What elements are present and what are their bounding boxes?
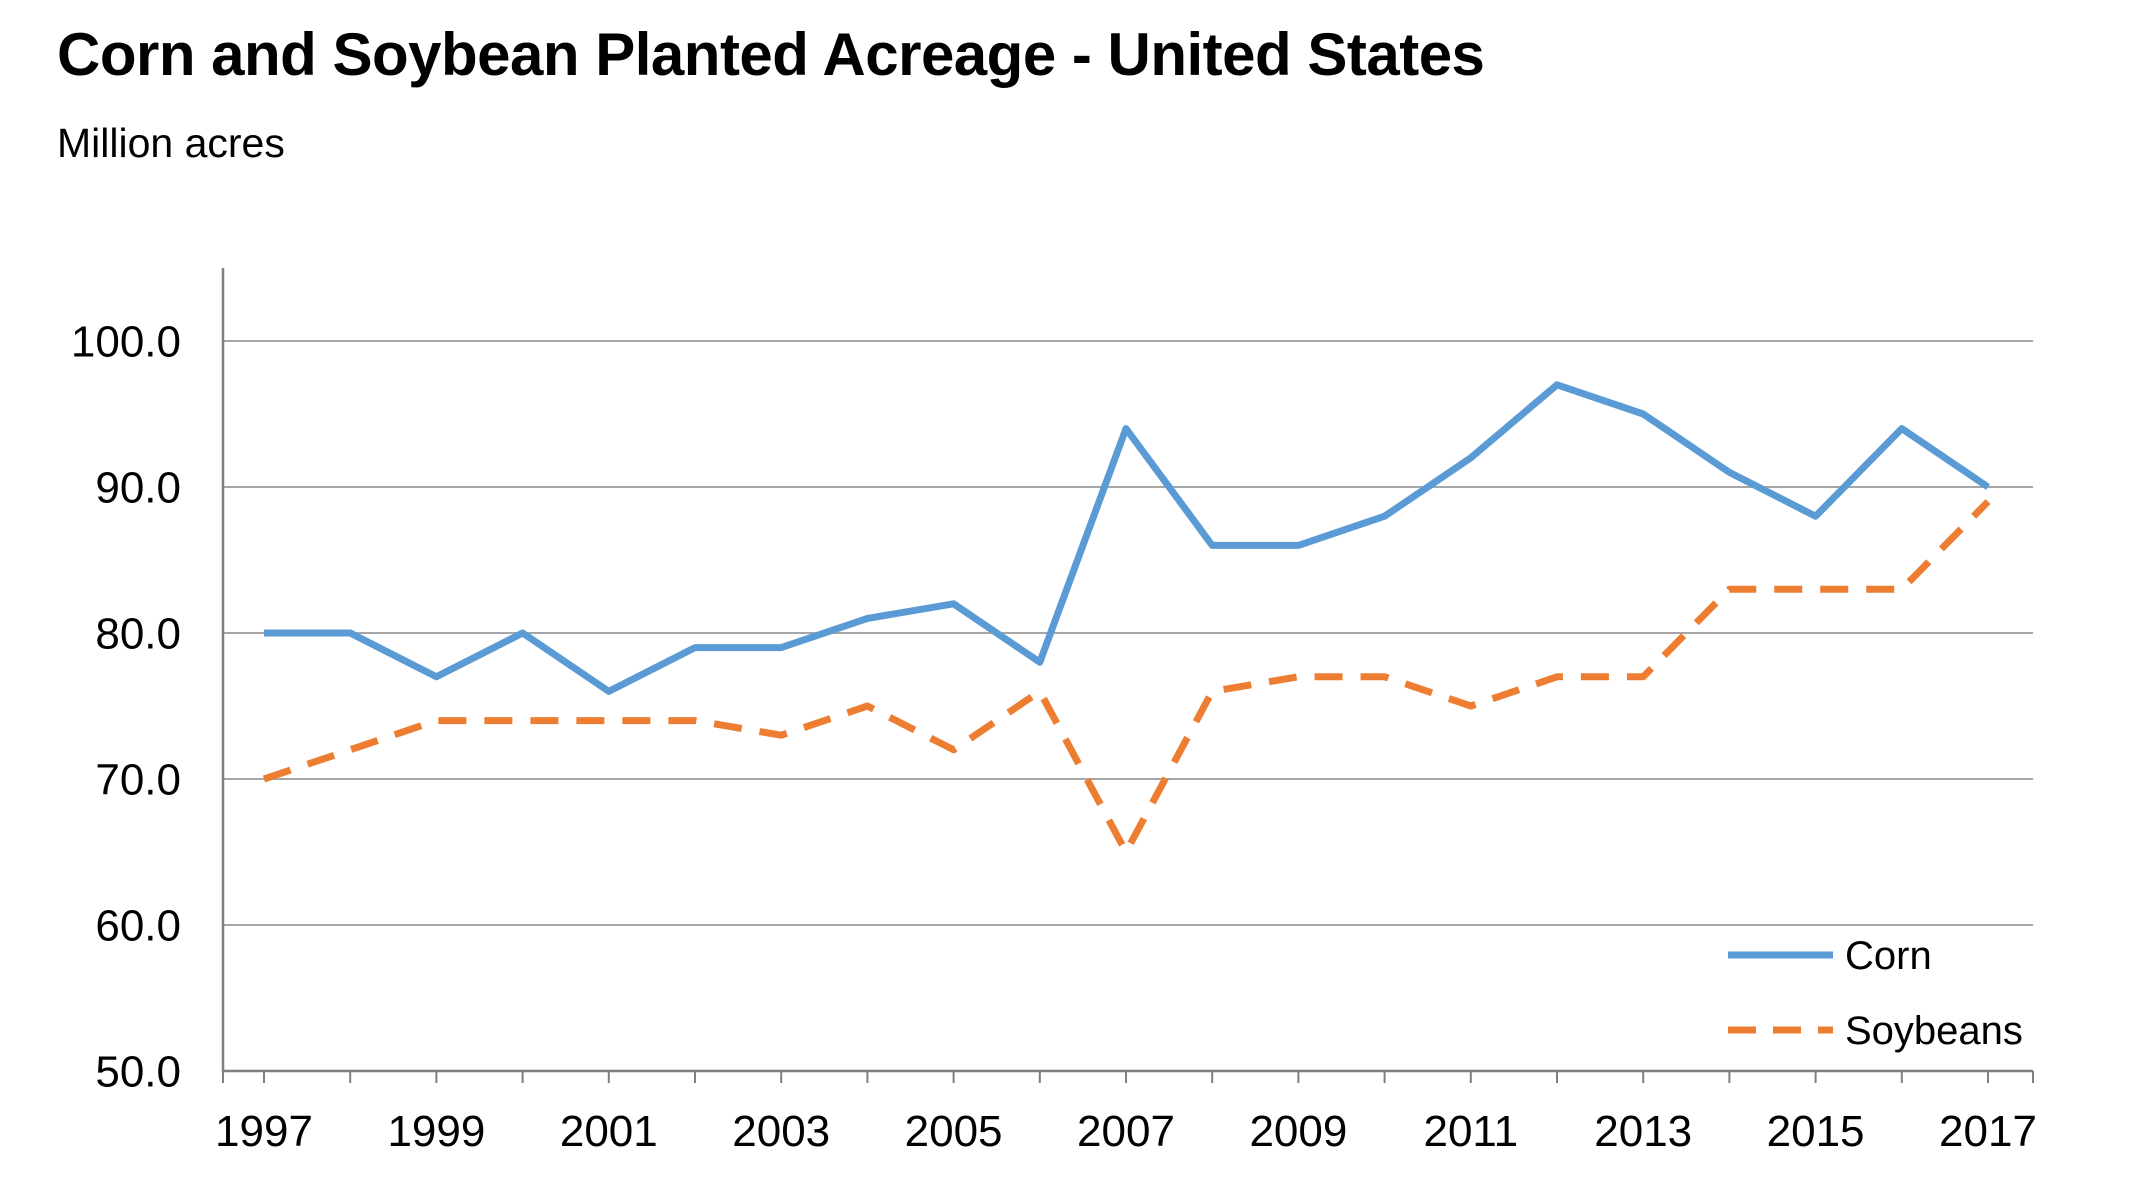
x-tick-label-1997: 1997	[215, 1107, 313, 1156]
y-tick-label-90.0: 90.0	[95, 463, 181, 512]
y-tick-label-70.0: 70.0	[95, 755, 181, 804]
x-tick-label-2013: 2013	[1594, 1107, 1692, 1156]
x-tick-label-2005: 2005	[905, 1107, 1003, 1156]
x-tick-label-2001: 2001	[560, 1107, 658, 1156]
soybeans-series-line	[262, 499, 1991, 856]
chart-title: Corn and Soybean Planted Acreage - Unite…	[57, 21, 1485, 88]
legend-label-soybeans: Soybeans	[1845, 1009, 2023, 1053]
x-tick-label-2015: 2015	[1767, 1107, 1865, 1156]
x-tick-label-2017: 2017	[1939, 1107, 2037, 1156]
x-tick-label-2007: 2007	[1077, 1107, 1175, 1156]
x-tick-label-1999: 1999	[387, 1107, 485, 1156]
legend-label-corn: Corn	[1845, 934, 1932, 978]
x-tick-label-2003: 2003	[732, 1107, 830, 1156]
y-tick-label-60.0: 60.0	[95, 901, 181, 950]
y-tick-label-80.0: 80.0	[95, 609, 181, 658]
x-tick-label-2011: 2011	[1423, 1107, 1518, 1156]
x-tick-label-2009: 2009	[1249, 1107, 1347, 1156]
y-axis-unit-label: Million acres	[57, 120, 285, 166]
corn-series-line	[264, 381, 1990, 695]
y-tick-label-50.0: 50.0	[95, 1047, 181, 1096]
y-tick-label-100.0: 100.0	[71, 317, 181, 366]
